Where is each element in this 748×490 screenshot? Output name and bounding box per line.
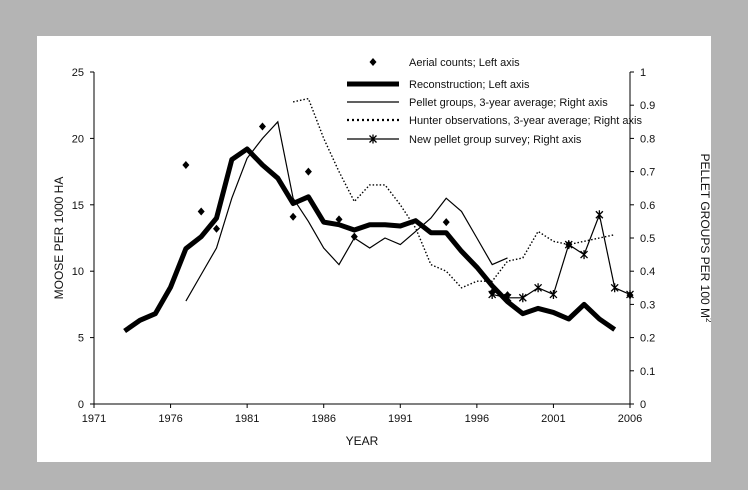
- new-pellet-survey-point: [564, 240, 573, 250]
- legend-entry: Reconstruction; Left axis: [409, 79, 530, 91]
- y2-tick-label: 0.1: [640, 366, 655, 378]
- moose-density-chart: 1971 1976 1981 1986 1991 1996 2001 200605101520…: [52, 57, 711, 448]
- aerial-count-point: [335, 215, 343, 224]
- aerial-count-point: [197, 207, 205, 216]
- aerial-count-point: [213, 224, 221, 233]
- legend-entry: Pellet groups, 3-year average; Right axi…: [409, 97, 608, 109]
- x-tick-label: 1996: [465, 413, 489, 425]
- y2-tick-label: 0.2: [640, 333, 655, 345]
- legend-entry: New pellet group survey; Right axis: [409, 134, 582, 146]
- pellet-groups-line: [185, 120, 508, 302]
- y-axis-title: MOOSE PER 1000 HA: [52, 177, 66, 300]
- new-pellet-survey-point: [580, 250, 589, 260]
- y-tick-label: 5: [78, 333, 84, 345]
- x-tick-label: 1976: [158, 413, 182, 425]
- y2-tick-label: 0.9: [640, 100, 655, 112]
- y2-tick-label: 0: [640, 399, 646, 411]
- y-tick-label: 20: [72, 133, 84, 145]
- x-tick-label: 1991: [388, 413, 412, 425]
- reconstruction-line: [123, 146, 617, 334]
- legend-entry: Hunter observations, 3-year average; Rig…: [409, 115, 642, 127]
- y2-axis-title: PELLET GROUPS PER 100 M2: [698, 154, 711, 324]
- new-pellet-survey-point: [518, 293, 527, 303]
- new-pellet-survey-point: [503, 293, 512, 303]
- new-pellet-survey-line: [492, 212, 631, 299]
- y2-tick-label: 0.7: [640, 167, 655, 179]
- chart-panel: 1971 1976 1981 1986 1991 1996 2001 2006 0 5 10 15 20…: [37, 36, 711, 462]
- y2-tick-label: 0.8: [640, 133, 655, 145]
- new-pellet-survey-point: [610, 283, 619, 293]
- x-axis-title: YEAR: [346, 434, 379, 448]
- x-tick-label: 1971: [82, 413, 106, 425]
- x-tick-label: 2006: [618, 413, 642, 425]
- aerial-count-point: [258, 122, 266, 131]
- y-tick-label: 25: [72, 67, 84, 79]
- y2-tick-label: 0.4: [640, 266, 655, 278]
- aerial-count-point: [442, 218, 450, 227]
- y2-tick-label: 0.3: [640, 299, 655, 311]
- y2-axis-title-main: PELLET GROUPS PER 100 M: [698, 154, 711, 319]
- y-tick-label: 15: [72, 200, 84, 212]
- x-tick-label: 2001: [541, 413, 565, 425]
- new-pellet-survey-point: [534, 283, 543, 293]
- legend-marker-new-survey-star: [369, 134, 377, 144]
- legend-entry: Aerial counts; Left axis: [409, 57, 520, 69]
- x-tick-label: 1981: [235, 413, 259, 425]
- y2-axis-title-superscript: 2: [704, 318, 711, 323]
- x-tick-label: 1986: [311, 413, 335, 425]
- new-pellet-survey-point: [595, 210, 604, 220]
- new-pellet-survey-point: [549, 289, 558, 299]
- aerial-count-point: [304, 167, 312, 176]
- aerial-count-point: [289, 212, 297, 221]
- y2-tick-label: 0.6: [640, 200, 655, 212]
- hunter-observations-line: [292, 97, 615, 289]
- new-pellet-survey-point: [626, 289, 634, 299]
- aerial-count-point: [182, 160, 190, 169]
- y-tick-label: 0: [78, 399, 84, 411]
- new-pellet-survey-point: [488, 289, 497, 299]
- y-tick-label: 10: [72, 266, 84, 278]
- y2-tick-label: 0.5: [640, 233, 655, 245]
- legend-marker-aerial: [369, 58, 377, 66]
- y2-tick-label: 1: [640, 67, 646, 79]
